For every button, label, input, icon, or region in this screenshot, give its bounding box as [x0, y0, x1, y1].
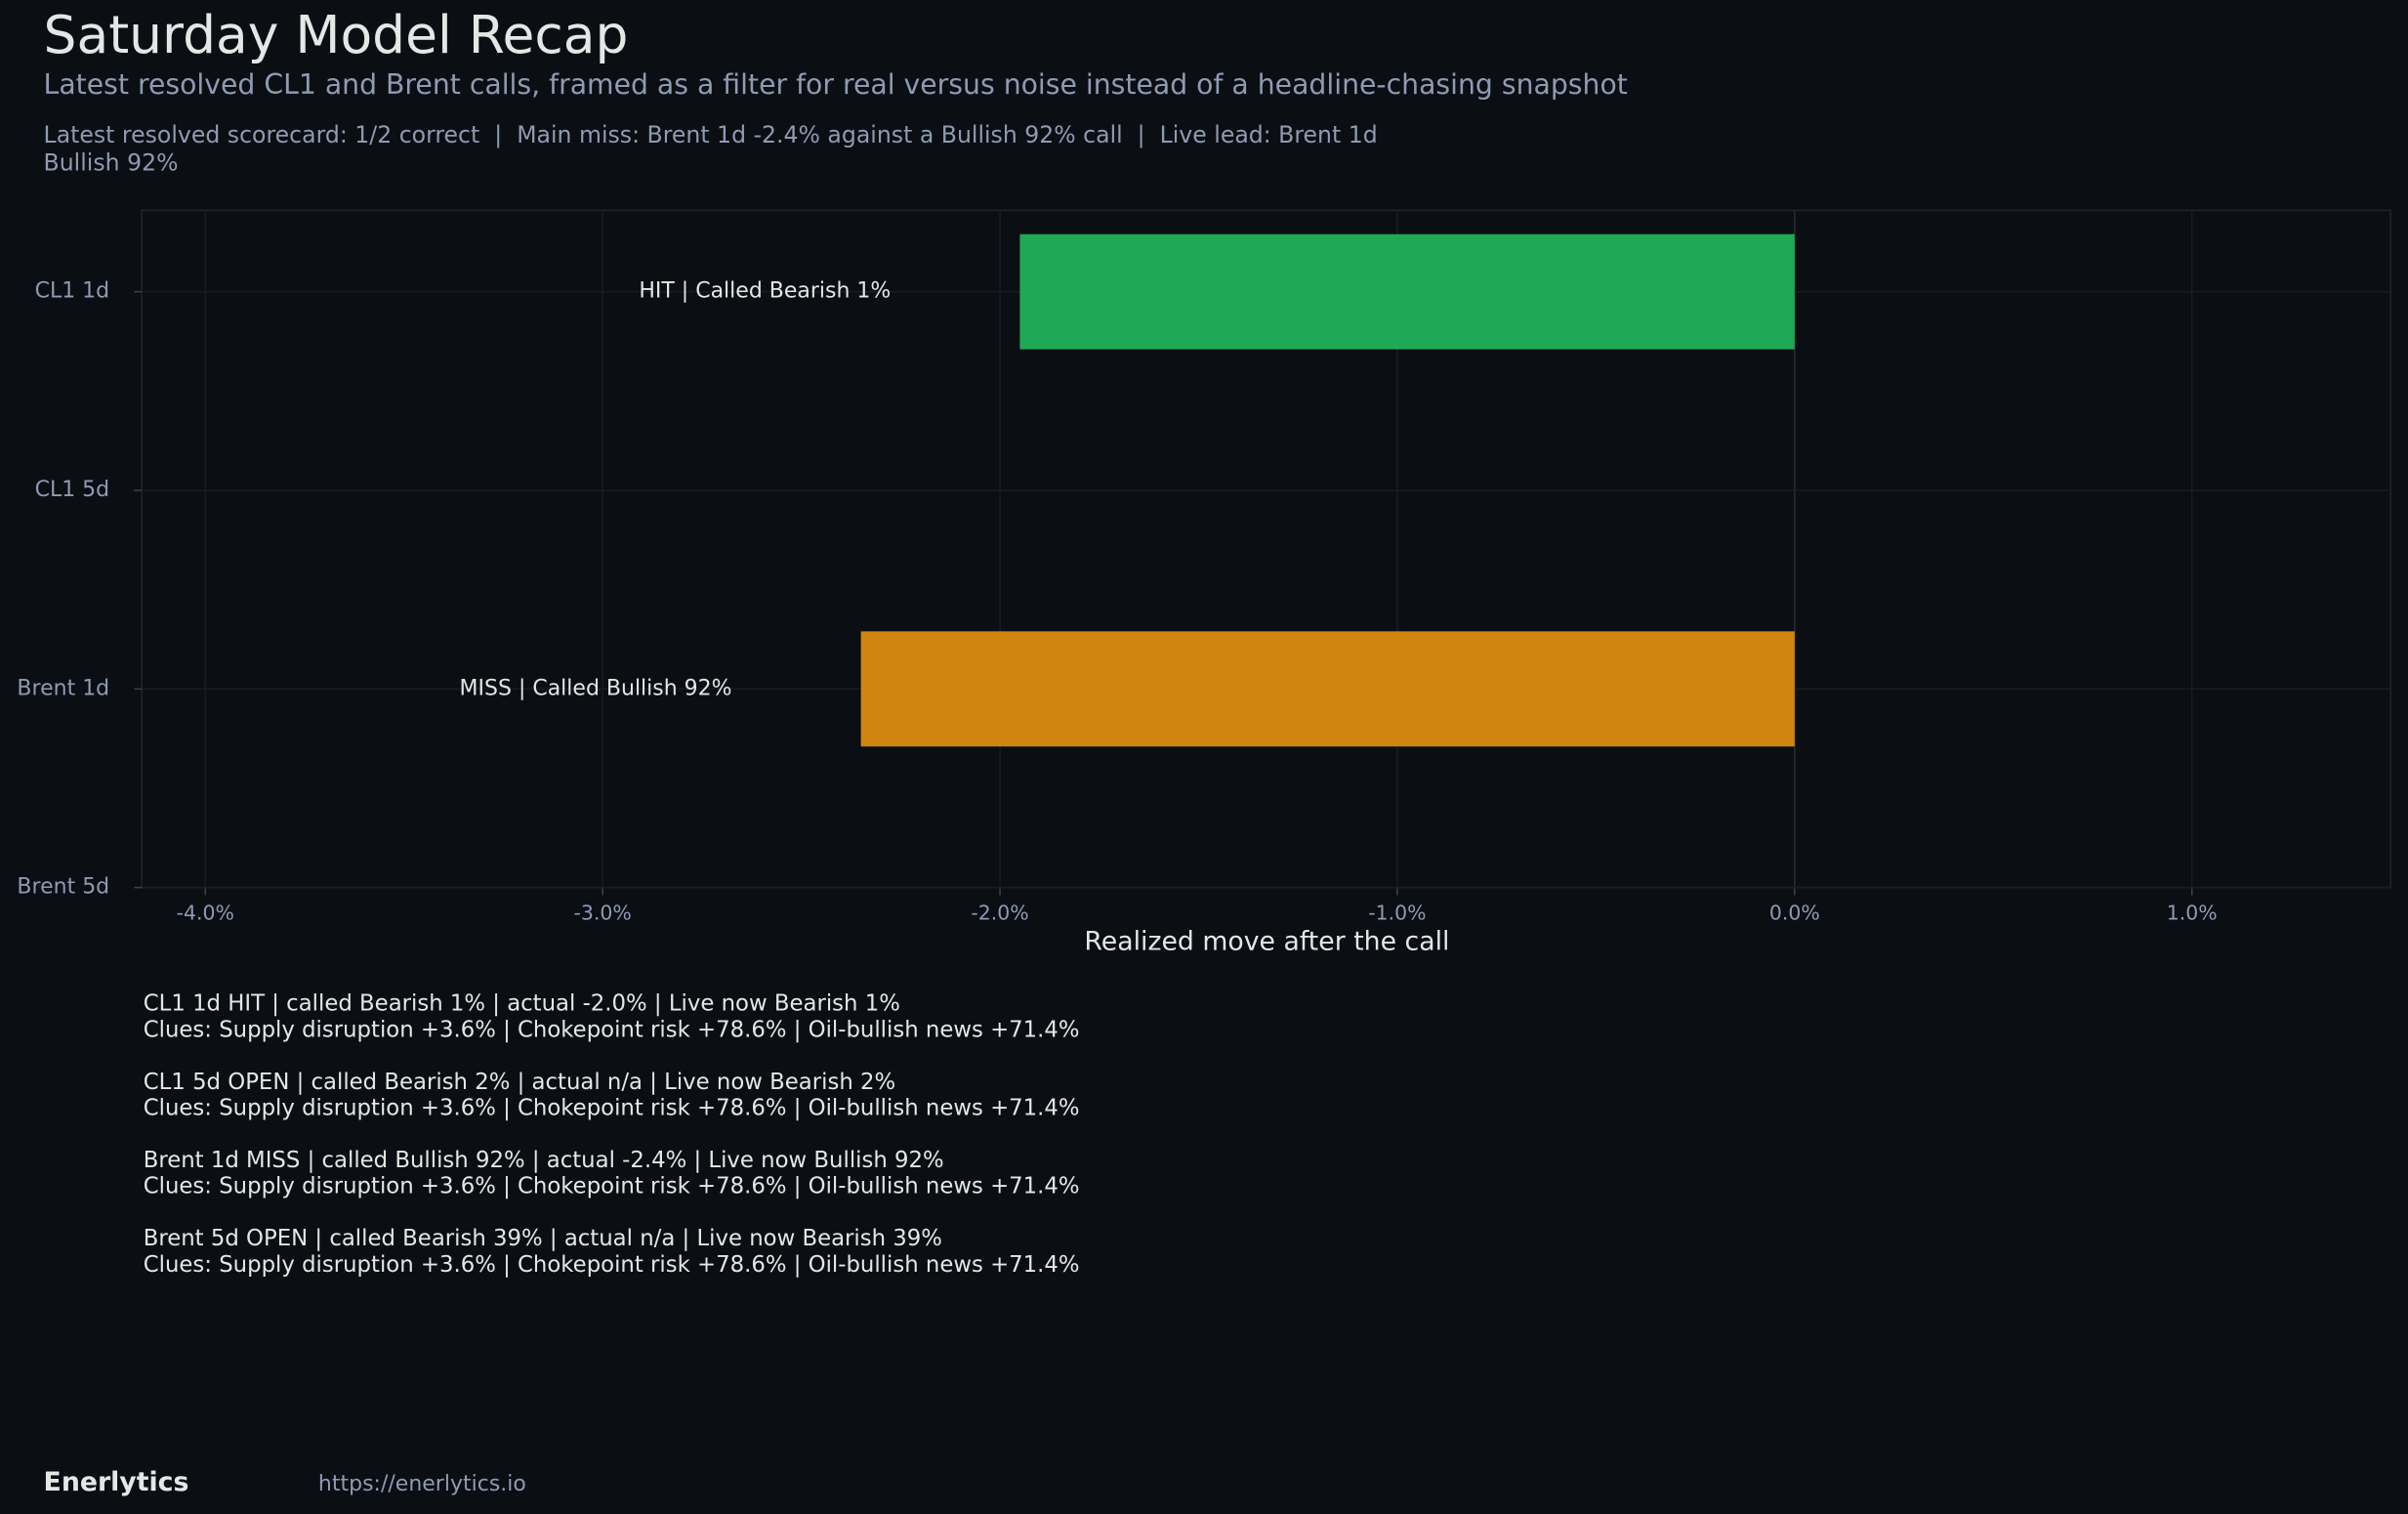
x-axis-label: Realized move after the call — [1084, 927, 1449, 957]
bar — [1019, 233, 1795, 350]
scorecard-box: Latest resolved scorecard: 1/2 correct |… — [43, 121, 1386, 177]
note-headline: Brent 1d MISS | called Bullish 92% | act… — [144, 1148, 944, 1173]
chart-title: Saturday Model Recap — [44, 4, 629, 65]
subtitle: Latest resolved CL1 and Brent calls, fra… — [44, 68, 1628, 101]
y-tick-label: Brent 5d — [17, 875, 109, 900]
x-tick-label: 1.0% — [2167, 901, 2218, 924]
x-tick-label: -4.0% — [177, 901, 234, 924]
y-tick-label: Brent 1d — [17, 676, 109, 700]
y-tick-label: CL1 5d — [35, 478, 110, 502]
note-clues: Clues: Supply disruption +3.6% | Chokepo… — [144, 1174, 1080, 1199]
note-clues: Clues: Supply disruption +3.6% | Chokepo… — [144, 1252, 1080, 1278]
brand: Enerlytics — [44, 1467, 189, 1497]
x-tick-label: -1.0% — [1368, 901, 1426, 924]
x-tick-label: -3.0% — [574, 901, 632, 924]
bar-label: HIT | Called Bearish 1% — [639, 279, 891, 304]
url: https://enerlytics.io — [318, 1472, 526, 1496]
scorecard: Latest resolved scorecard: 1/2 correct |… — [43, 121, 1386, 177]
x-tick-label: -2.0% — [971, 901, 1028, 924]
note-headline: CL1 1d HIT | called Bearish 1% | actual … — [144, 991, 900, 1017]
bar — [860, 631, 1795, 747]
x-tick-label: 0.0% — [1769, 901, 1820, 924]
note-clues: Clues: Supply disruption +3.6% | Chokepo… — [144, 1017, 1080, 1042]
y-tick-label: CL1 1d — [35, 279, 110, 304]
note-headline: CL1 5d OPEN | called Bearish 2% | actual… — [144, 1070, 895, 1095]
note-clues: Clues: Supply disruption +3.6% | Chokepo… — [144, 1095, 1080, 1120]
note-headline: Brent 5d OPEN | called Bearish 39% | act… — [144, 1226, 942, 1251]
bar-label: MISS | Called Bullish 92% — [460, 676, 732, 700]
